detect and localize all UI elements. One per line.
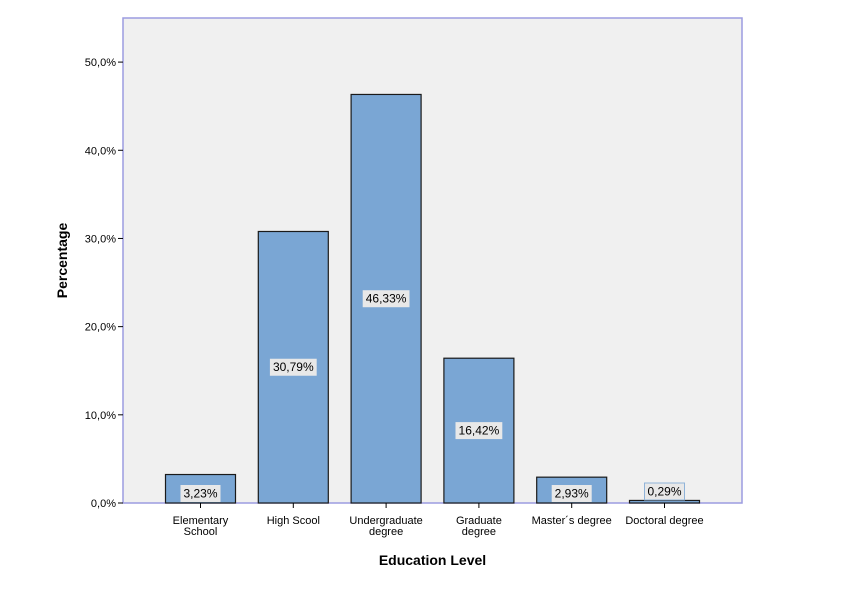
x-axis-title: Education Level [379,552,486,568]
x-tick-label: Graduate [456,515,502,527]
data-label: 16,42% [459,424,500,438]
data-label-box [644,482,685,501]
y-tick-label: 40,0% [85,145,116,157]
data-label-box [180,485,221,502]
data-label: 2,93% [555,487,589,501]
y-axis-title: Percentage [54,223,70,299]
data-label-box [269,358,317,376]
x-tick-label: Elementary [173,515,229,527]
x-tick-label: Undergraduate [349,515,422,527]
y-tick-label: 20,0% [85,322,116,334]
data-label: 30,79% [273,360,314,374]
x-tick-label: Master´s degree [532,515,612,527]
data-label-box [551,485,592,502]
bars-group: 3,23% 30,79% 46,33% 16,42% 2,93% 0,29% [164,93,701,504]
x-tick-label: School [184,526,218,538]
x-tick-label: degree [462,526,496,538]
data-label-box [362,290,410,308]
y-tick-label: 30,0% [85,233,116,245]
plot-area [122,17,743,504]
y-axis: 0,0% 10,0% 20,0% 30,0% 40,0% 50,0% [85,57,123,510]
data-label: 46,33% [366,292,407,306]
y-tick-label: 10,0% [85,410,116,422]
data-label: 3,23% [183,487,217,501]
x-tick-label: degree [369,526,403,538]
x-tick-label: Doctoral degree [625,515,703,527]
y-tick-label: 0,0% [91,498,116,510]
bar [628,499,701,504]
y-tick-label: 50,0% [85,57,116,69]
data-label-box [455,422,503,440]
data-label: 0,29% [647,485,681,499]
x-tick-label: High Scool [267,515,320,527]
